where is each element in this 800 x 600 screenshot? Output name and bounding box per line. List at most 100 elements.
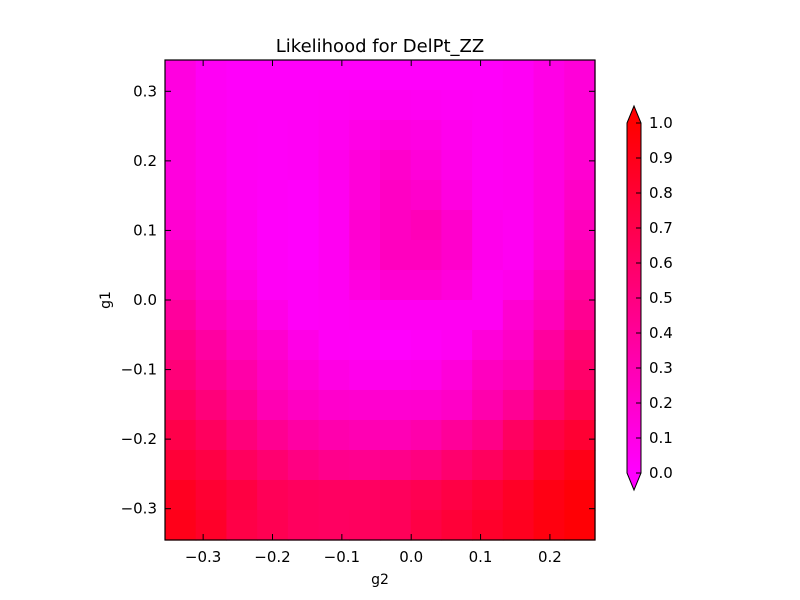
heatmap-cell: [472, 300, 504, 331]
heatmap-cell: [195, 240, 228, 271]
heatmap-cell: [564, 90, 596, 121]
heatmap-cell: [226, 150, 258, 181]
heatmap-cell: [165, 450, 197, 481]
heatmap-cell: [257, 90, 289, 121]
heatmap-cell: [472, 390, 504, 421]
heatmap-cell: [441, 450, 473, 481]
heatmap-cell: [349, 330, 381, 361]
heatmap-cell: [441, 180, 473, 211]
colorbar: 0.0 0.1 0.2 0.3 0.4 0.5 0.6 0.7 0.8 0.9 1.0: [626, 104, 673, 492]
heatmap-cell: [564, 120, 596, 151]
heatmap-cell: [441, 150, 473, 181]
heatmap-cell: [226, 300, 258, 331]
heatmap-cell: [349, 420, 381, 451]
heatmap-cell: [564, 300, 596, 331]
heatmap-cell: [195, 150, 228, 181]
colorbar-ticks: 0.0 0.1 0.2 0.3 0.4 0.5 0.6 0.7 0.8 0.9 1.0: [636, 114, 673, 482]
heatmap-cell: [226, 480, 258, 511]
y-tick-label: −0.3: [121, 500, 157, 518]
heatmap-cell: [349, 210, 381, 241]
heatmap-cell: [318, 420, 350, 451]
heatmap-cell: [165, 510, 197, 541]
heatmap-cell: [533, 120, 565, 151]
heatmap-cell: [533, 420, 565, 451]
heatmap-cell: [287, 180, 320, 211]
heatmap-cell: [380, 300, 412, 331]
heatmap-cell: [410, 150, 443, 181]
heatmap-cell: [533, 300, 565, 331]
heatmap-cell: [165, 90, 197, 121]
heatmap-cell: [380, 210, 412, 241]
heatmap-cell: [380, 480, 412, 511]
heatmap-cell: [165, 120, 197, 151]
heatmap-cell: [410, 390, 443, 421]
heatmap-cell: [195, 300, 228, 331]
heatmap-cell: [165, 300, 197, 331]
heatmap-cell: [533, 180, 565, 211]
heatmap-cell: [472, 450, 504, 481]
colorbar-bottom-extend: [627, 473, 641, 490]
y-tick-label: −0.2: [121, 430, 157, 448]
heatmap-cell: [318, 180, 350, 211]
heatmap-cell: [502, 330, 535, 361]
heatmap-cell: [349, 270, 381, 301]
heatmap-cell: [195, 360, 228, 391]
heatmap-cell: [257, 240, 289, 271]
heatmap-cell: [226, 60, 258, 91]
heatmap-cell: [564, 450, 596, 481]
heatmap-cell: [318, 480, 350, 511]
colorbar-gradient: [627, 123, 641, 473]
heatmap-cell: [410, 120, 443, 151]
y-axis: −0.3 −0.2 −0.1 0.0 0.1 0.2 0.3: [121, 82, 595, 518]
heatmap-cell: [287, 510, 320, 541]
heatmap-cell: [195, 180, 228, 211]
colorbar-tick-label: 0.1: [649, 429, 673, 447]
heatmap-cell: [441, 480, 473, 511]
heatmap-cell: [318, 360, 350, 391]
heatmap-cell: [564, 150, 596, 181]
heatmap-cell: [502, 510, 535, 541]
heatmap-cell: [380, 120, 412, 151]
heatmap-cell: [195, 330, 228, 361]
y-tick-label: 0.2: [133, 152, 157, 170]
heatmap-cell: [165, 360, 197, 391]
heatmap-cell: [533, 330, 565, 361]
heatmap-cell: [380, 390, 412, 421]
colorbar-tick-label: 0.0: [649, 464, 673, 482]
heatmap-cell: [533, 480, 565, 511]
heatmap-cell: [195, 420, 228, 451]
heatmap-cell: [533, 210, 565, 241]
heatmap-cell: [226, 270, 258, 301]
colorbar-tick-label: 0.2: [649, 394, 673, 412]
heatmap-cell: [195, 480, 228, 511]
colorbar-tick-label: 0.3: [649, 359, 673, 377]
heatmap-cell: [533, 450, 565, 481]
x-axis: −0.3 −0.2 −0.1 0.0 0.1 0.2: [185, 60, 562, 566]
heatmap-cell: [287, 60, 320, 91]
x-tick-label: 0.0: [399, 548, 423, 566]
heatmap-cell: [257, 300, 289, 331]
heatmap-cell: [502, 420, 535, 451]
heatmap-cell: [441, 360, 473, 391]
heatmap-cell: [349, 90, 381, 121]
heatmap-cell: [564, 270, 596, 301]
y-tick-label: −0.1: [121, 361, 157, 379]
heatmap-cell: [318, 210, 350, 241]
heatmap-cell: [380, 240, 412, 271]
heatmap-cell: [349, 360, 381, 391]
heatmap-cell: [410, 450, 443, 481]
heatmap-cell: [502, 390, 535, 421]
heatmap-cell: [226, 510, 258, 541]
heatmap-cell: [502, 450, 535, 481]
heatmap-cell: [410, 240, 443, 271]
heatmap-cells: [165, 60, 596, 541]
heatmap-cell: [257, 330, 289, 361]
heatmap-cell: [195, 270, 228, 301]
heatmap-cell: [380, 150, 412, 181]
heatmap-cell: [564, 480, 596, 511]
heatmap-cell: [441, 300, 473, 331]
x-tick-label: −0.1: [324, 548, 360, 566]
heatmap-cell: [287, 480, 320, 511]
heatmap-cell: [533, 510, 565, 541]
heatmap-cell: [349, 300, 381, 331]
